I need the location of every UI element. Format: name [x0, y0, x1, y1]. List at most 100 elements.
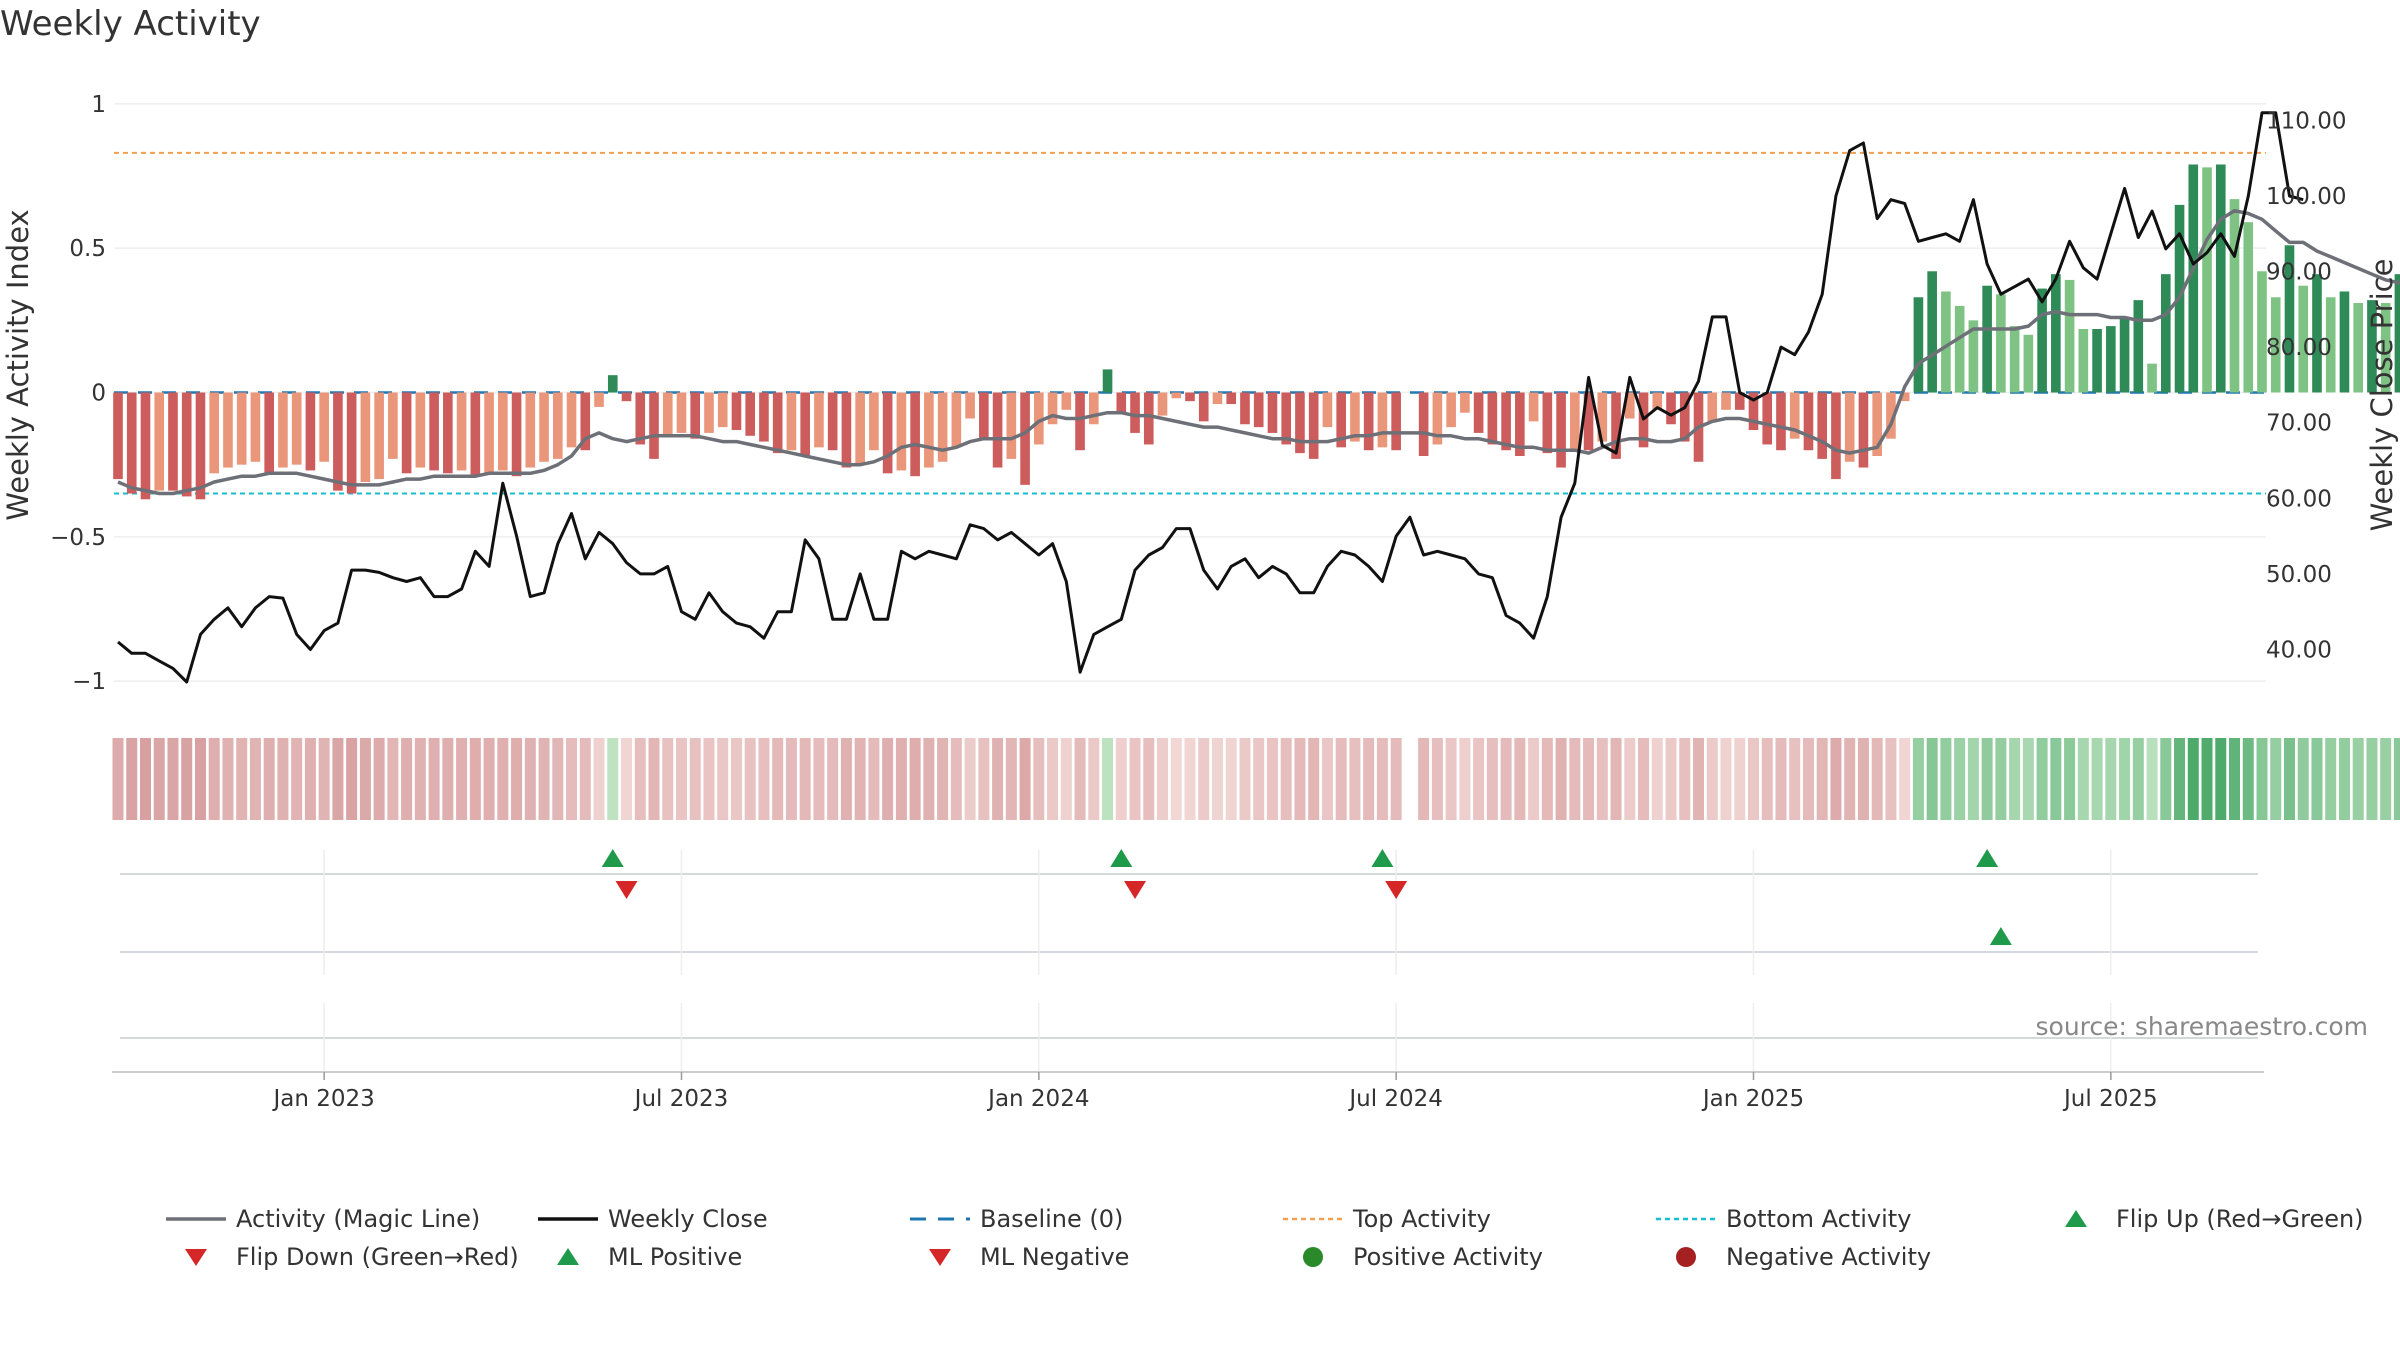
- heatmap-cell: [1844, 738, 1856, 820]
- activity-bar: [1515, 392, 1525, 456]
- activity-bar: [1143, 392, 1154, 445]
- activity-bar: [181, 392, 192, 497]
- activity-bar: [607, 375, 618, 393]
- heatmap-cell: [2091, 738, 2103, 820]
- heatmap-cell: [607, 738, 619, 820]
- activity-bar: [979, 392, 989, 439]
- activity-bar: [1295, 392, 1305, 454]
- legend-label: Bottom Activity: [1726, 1205, 1911, 1233]
- heatmap-cell: [566, 738, 578, 820]
- activity-bar: [2009, 326, 2020, 393]
- activity-bar: [1872, 392, 1882, 456]
- heatmap-cell: [387, 738, 399, 820]
- heatmap-cell: [194, 738, 206, 820]
- heatmap-cell: [1486, 738, 1498, 820]
- activity-bar: [1776, 392, 1786, 451]
- activity-bar: [511, 392, 522, 477]
- y-tick-right: 90.00: [2266, 260, 2332, 286]
- heatmap-cell: [1143, 738, 1155, 820]
- heatmap-cell: [717, 738, 729, 820]
- axes: Weekly Activity Index Weekly Close Price…: [1, 92, 2399, 695]
- activity-bar: [2133, 300, 2144, 393]
- activity-bar: [388, 392, 398, 459]
- heatmap-cell: [2160, 738, 2172, 820]
- legend-item: Top Activity: [1283, 1205, 1491, 1233]
- heatmap-cell: [263, 738, 275, 820]
- heatmap-cell: [2325, 738, 2337, 820]
- heatmap-cell: [662, 738, 674, 820]
- heatmap-cell: [1005, 738, 1017, 820]
- heatmap-cell: [249, 738, 261, 820]
- heatmap-cell: [2393, 738, 2400, 820]
- heatmap-cell: [1912, 738, 1924, 820]
- flip-down-marker: [1385, 881, 1408, 899]
- legend-label: Flip Down (Green→Red): [236, 1243, 519, 1271]
- heatmap-cell: [1816, 738, 1828, 820]
- activity-bar: [319, 392, 329, 462]
- heatmap-cell: [181, 738, 193, 820]
- heatmap-cell: [1954, 738, 1966, 820]
- legend-swatch: [2065, 1210, 2087, 1227]
- activity-bar: [1899, 392, 1910, 402]
- heatmap-cell: [2311, 738, 2323, 820]
- activity-bar: [1460, 392, 1470, 413]
- activity-bar: [2160, 274, 2171, 393]
- heatmap-cell: [1638, 738, 1650, 820]
- activity-bar: [2106, 326, 2116, 393]
- heatmap-cell: [414, 738, 426, 820]
- legend-swatch: [185, 1249, 207, 1266]
- heatmap-cell: [634, 738, 646, 820]
- activity-bar: [1886, 392, 1896, 439]
- legend-label: Baseline (0): [980, 1205, 1123, 1233]
- activity-heatmap: [112, 738, 2400, 820]
- heatmap-cell: [1500, 738, 1512, 820]
- heatmap-cell: [593, 738, 605, 820]
- activity-bar: [360, 392, 371, 482]
- heatmap-cell: [1349, 738, 1361, 820]
- activity-bar: [1762, 392, 1773, 445]
- activity-bar: [1858, 392, 1869, 468]
- heatmap-cell: [992, 738, 1004, 820]
- activity-bar: [1185, 392, 1195, 402]
- heatmap-cell: [923, 738, 935, 820]
- heatmap-cell: [1308, 738, 1320, 820]
- heatmap-cell: [2270, 738, 2282, 820]
- heatmap-cell: [1830, 738, 1842, 820]
- legend-label: ML Negative: [980, 1243, 1129, 1271]
- activity-bar: [2270, 297, 2281, 393]
- activity-bar: [2202, 167, 2212, 393]
- activity-bar: [1473, 392, 1484, 433]
- heatmap-cell: [1596, 738, 1608, 820]
- y-tick-right: 100.00: [2266, 184, 2346, 210]
- legend-label: Top Activity: [1352, 1205, 1491, 1233]
- heatmap-cell: [1734, 738, 1746, 820]
- legend-item: Bottom Activity: [1656, 1205, 1911, 1233]
- activity-bar: [1968, 320, 1979, 393]
- flip-up-marker: [601, 849, 624, 867]
- heatmap-cell: [1321, 738, 1333, 820]
- legend-label: Positive Activity: [1353, 1243, 1543, 1271]
- heatmap-cell: [2105, 738, 2117, 820]
- heatmap-cell: [1239, 738, 1251, 820]
- heatmap-cell: [167, 738, 179, 820]
- activity-bar: [168, 392, 178, 491]
- activity-bar: [498, 392, 508, 471]
- heatmap-cell: [1679, 738, 1691, 820]
- heatmap-cell: [1060, 738, 1072, 820]
- activity-bar: [594, 392, 604, 407]
- heatmap-cell: [1541, 738, 1553, 820]
- legend-item: Negative Activity: [1676, 1243, 1931, 1271]
- activity-bar: [1941, 291, 1951, 393]
- heatmap-cell: [2036, 738, 2048, 820]
- y-tick-left: 0.5: [69, 236, 106, 262]
- heatmap-cell: [1047, 738, 1059, 820]
- activity-bar: [882, 392, 893, 474]
- activity-bar: [2284, 245, 2295, 393]
- activity-bar: [1020, 392, 1030, 485]
- activity-bar: [1363, 392, 1374, 451]
- x-tick-label: Jul 2025: [2062, 1086, 2158, 1112]
- activity-bar: [745, 392, 756, 436]
- activity-bar: [1212, 392, 1223, 405]
- x-tick-label: Jan 2025: [1701, 1086, 1804, 1112]
